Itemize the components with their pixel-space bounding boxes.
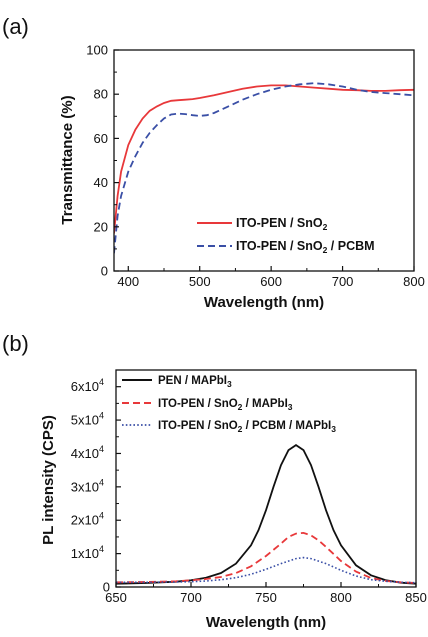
- a-x-tick-label: 500: [189, 274, 211, 289]
- legend-label-2: ITO-PEN / SnO2 / PCBM: [236, 239, 375, 255]
- panel-b-x-axis-label: Wavelength (nm): [206, 614, 326, 631]
- panel-b-legend: PEN / MAPbI3 ITO-PEN / SnO2 / MAPbI3 ITO-P…: [122, 375, 336, 434]
- b-y-tick-label: 0: [103, 580, 110, 595]
- a-x-tick-label: 800: [403, 274, 425, 289]
- a-x-tick-label: 600: [260, 274, 282, 289]
- panel-b-y-axis-label: PL intensity (CPS): [40, 415, 57, 545]
- a-y-tick-label: 40: [94, 175, 108, 190]
- a-x-tick-label: 400: [117, 274, 139, 289]
- panel-a-label: (a): [2, 14, 29, 39]
- b-y-tick-label: 6x104: [71, 377, 104, 394]
- a-x-tick-label: 700: [332, 274, 354, 289]
- b-x-tick-label: 750: [255, 590, 277, 605]
- legend-label-1: PEN / MAPbI3: [158, 375, 232, 389]
- a-y-tick-label: 80: [94, 87, 108, 102]
- b-series-line-1: [116, 444, 416, 585]
- legend-label-2: ITO-PEN / SnO2 / MAPbI3: [158, 398, 293, 412]
- b-y-tick-label: 1x104: [71, 544, 104, 561]
- b-series-line-3: [116, 556, 416, 584]
- legend-label-1: ITO-PEN / SnO2: [236, 216, 328, 232]
- panel-a-x-axis-label: Wavelength (nm): [204, 294, 324, 311]
- b-x-tick-label: 850: [405, 590, 427, 605]
- b-x-tick-label: 650: [105, 590, 127, 605]
- a-y-tick-label: 20: [94, 219, 108, 234]
- a-series-line-1: [114, 84, 414, 234]
- panel-a-legend: ITO-PEN / SnO2 ITO-PEN / SnO2 / PCBM: [197, 216, 375, 255]
- b-y-tick-label: 5x104: [71, 411, 104, 428]
- panel-a: (a) 400 500 600 700 800 0 20 40 60 80 100 Waveleng…: [2, 14, 425, 311]
- panel-a-y-axis-label: Transmittance (%): [59, 95, 76, 224]
- panel-b-label: (b): [2, 331, 29, 356]
- b-series-line-2: [116, 531, 416, 584]
- a-series-line-2: [114, 82, 414, 254]
- b-y-tick-label: 2x104: [71, 511, 104, 528]
- b-x-tick-label: 700: [180, 590, 202, 605]
- panel-a-plot-frame: [113, 49, 415, 272]
- b-y-tick-label: 4x104: [71, 444, 104, 461]
- b-x-tick-label: 800: [330, 590, 352, 605]
- panel-b: (b) 650 700 750 800 850 0 1x104 2x104 3x104 4x104…: [2, 331, 427, 631]
- a-y-tick-label: 0: [101, 264, 108, 279]
- b-y-tick-label: 3x104: [71, 477, 104, 494]
- a-y-tick-label: 100: [86, 43, 108, 58]
- a-y-tick-label: 60: [94, 131, 108, 146]
- legend-label-3: ITO-PEN / SnO2 / PCBM / MAPbI3: [158, 420, 336, 434]
